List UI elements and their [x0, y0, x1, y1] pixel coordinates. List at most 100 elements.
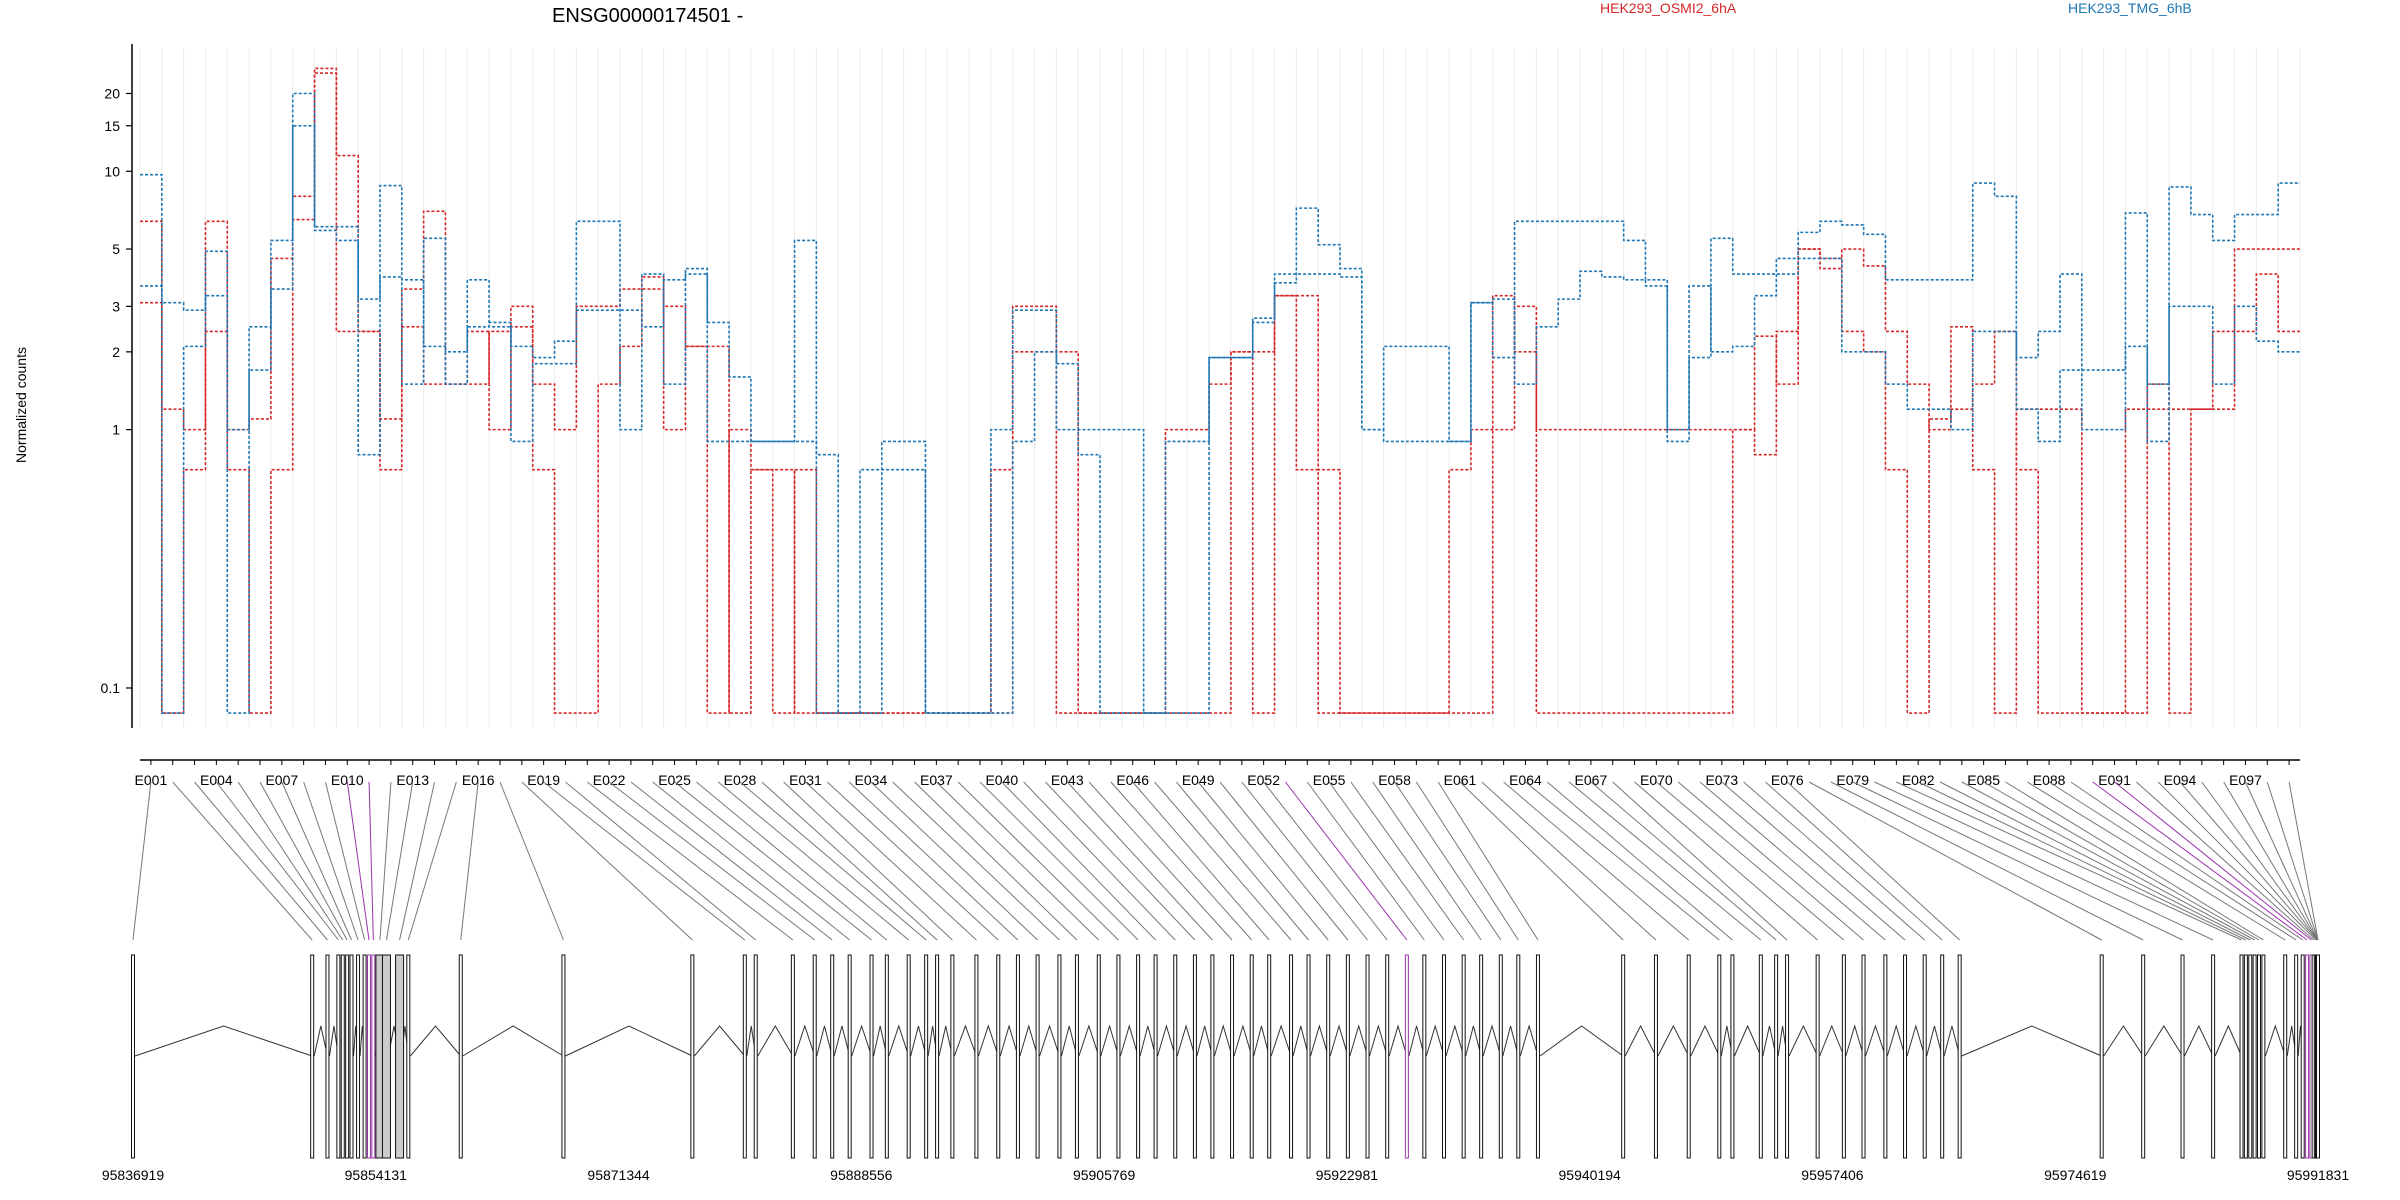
exon-connector: [281, 781, 352, 941]
exon-box: [1096, 954, 1101, 1159]
exon-tick-label: E055: [1313, 772, 1346, 788]
intron: [757, 1025, 794, 1057]
exon-connector: [1263, 781, 1388, 941]
exon-connector: [826, 781, 999, 941]
exon-connector: [696, 781, 888, 941]
series-line-1: [140, 72, 2300, 714]
exon-box: [1153, 954, 1158, 1159]
exon-box: [2211, 954, 2216, 1159]
exon-box: [830, 954, 835, 1159]
exon-box: [2294, 954, 2299, 1159]
exon-tick-label: E025: [658, 772, 691, 788]
exon-box: [2316, 954, 2320, 1159]
exon-connector: [1394, 781, 1502, 941]
intron: [693, 1025, 746, 1057]
exon-box: [1267, 954, 1272, 1159]
exon-box: [847, 954, 852, 1159]
exon-box: [1922, 954, 1927, 1159]
exon-connector: [460, 781, 479, 941]
intron: [1657, 1024, 1690, 1057]
exon-connector: [1983, 781, 2260, 941]
exon-box: [1015, 954, 1020, 1159]
exon-tick-label: E037: [920, 772, 953, 788]
exon-box: [2283, 954, 2288, 1159]
legend-entry-tmg: HEK293_TMG_6hB: [2068, 0, 2192, 16]
exon-tick-label: E031: [789, 772, 822, 788]
intron: [1019, 1024, 1039, 1057]
series-line-4: [140, 124, 2300, 714]
exon-tick-label: E067: [1575, 772, 1608, 788]
intron: [565, 1025, 693, 1057]
exon-tick-label: E082: [1902, 772, 1935, 788]
exon-box: [1385, 954, 1390, 1159]
exon-box: [884, 954, 889, 1159]
exon-connector: [1088, 781, 1233, 941]
exon-connector: [936, 781, 1100, 941]
exon-connector: [979, 781, 1139, 941]
series-line-3: [140, 92, 2300, 714]
exon-connector: [1525, 781, 1720, 941]
intron: [409, 1025, 462, 1057]
exon-connector: [1459, 781, 1624, 941]
exon-connector: [1001, 781, 1156, 941]
exon-box: [362, 954, 367, 1159]
exon-box: [1498, 954, 1503, 1159]
exon-connector: [1874, 781, 2214, 941]
exon-connector: [499, 781, 564, 941]
exon-box: [2261, 954, 2266, 1159]
exon-tick-label: E040: [985, 772, 1018, 788]
intron: [1926, 1025, 1943, 1057]
exon-tick-label: E097: [2229, 772, 2262, 788]
exon-box: [1785, 954, 1790, 1159]
intron: [816, 1025, 833, 1057]
exon-box: [1730, 954, 1735, 1159]
exon-connector: [761, 781, 938, 941]
intron: [1078, 1024, 1100, 1057]
exon-box: [1035, 954, 1040, 1159]
exon-tick-label: E010: [331, 772, 364, 788]
exon-connector: [407, 781, 457, 941]
exon-connector: [1372, 781, 1482, 941]
intron: [1819, 1024, 1845, 1057]
exon-box: [1136, 954, 1141, 1159]
exon-connector: [1437, 781, 1539, 941]
genomic-tick-label: 95991831: [2287, 1167, 2350, 1183]
intron: [2184, 1024, 2214, 1057]
intron: [1329, 1024, 1349, 1057]
exon-box: [1345, 954, 1350, 1159]
exon-box: [1057, 954, 1062, 1159]
intron: [1539, 1025, 1624, 1057]
exon-box: [1841, 954, 1846, 1159]
exon-box: [1249, 954, 1254, 1159]
exon-connector: [783, 781, 953, 941]
intron: [1388, 1024, 1408, 1057]
exon-connector: [368, 781, 374, 941]
exon-connector: [1503, 781, 1690, 941]
exon-box: [366, 954, 371, 1159]
intron: [910, 1025, 927, 1057]
exon-connector: [2005, 781, 2264, 941]
intron: [1733, 1024, 1762, 1057]
exon-connector: [1896, 781, 2242, 941]
chart-title: ENSG00000174501 -: [552, 5, 743, 27]
intron: [888, 1024, 910, 1057]
y-tick-label: 0.1: [101, 680, 121, 696]
exon-connector: [1306, 781, 1425, 941]
intron: [1425, 1024, 1445, 1057]
exon-box: [753, 954, 758, 1159]
exon-box: [1442, 954, 1446, 1159]
exon-box: [1479, 954, 1484, 1159]
exon-tick-label: E064: [1509, 772, 1542, 788]
exon-box: [996, 954, 1001, 1159]
exon-connector: [346, 781, 370, 941]
exon-tick-label: E043: [1051, 772, 1084, 788]
intron: [1519, 1024, 1539, 1057]
exon-connector: [1634, 781, 1818, 941]
exon-connector: [303, 781, 359, 941]
exon-box: [340, 954, 345, 1159]
intron: [1465, 1025, 1482, 1057]
exon-tick-label: E061: [1444, 772, 1477, 788]
genomic-tick-label: 95922981: [1316, 1167, 1379, 1183]
intron: [1310, 1024, 1329, 1057]
exon-box: [1758, 954, 1763, 1159]
